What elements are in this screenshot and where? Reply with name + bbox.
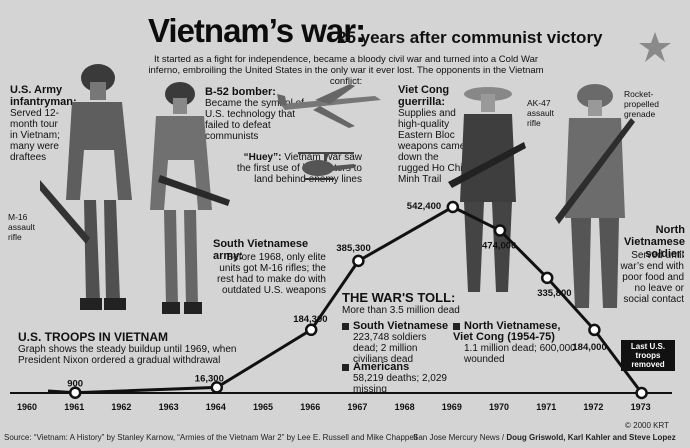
sva-body: Before 1968, only elite units got M-16 r… [217,252,326,296]
legend-square-icon [342,363,349,371]
data-point [540,271,554,285]
intro-text: It started as a fight for independence, … [148,54,544,87]
star-icon [639,32,671,62]
data-point [304,323,318,337]
sva-title: South Vietnamese army: [213,238,309,262]
x-tick-label: 1967 [347,402,367,412]
legend-square-icon [342,322,349,330]
b52-body: Became the symbol of U.S. technology tha… [205,98,304,142]
credit-paper: San Jose Mercury News / [413,433,507,442]
data-point [352,254,365,268]
x-tick-label: 1961 [64,402,84,412]
x-tick-label: 1963 [159,402,179,412]
x-tick-label: 1971 [536,402,556,412]
wars-toll: THE WAR'S TOLL: More than 3.5 million de… [342,290,602,322]
us-army-body: Served 12-month tour in Vietnam; many we… [10,108,60,163]
south-vietnamese-soldier-figure [150,82,230,314]
x-tick-label: 1968 [395,402,415,412]
huey-helicopter-figure [298,152,354,180]
toll-title: THE WAR'S TOLL: [342,290,456,305]
legend-square-icon [453,322,460,330]
x-tick-label: 1960 [17,402,37,412]
toll-south: South Vietnamese 223,748 soldiers dead; … [342,321,452,365]
page-subtitle: 25 years after communist victory [337,28,603,47]
us-army-title: U.S. Army infantryman: [10,84,77,108]
nva-title: North Vietnamese soldier: [624,224,685,260]
ak47-label: AK-47 assault rifle [527,98,554,128]
toll-south-title: South Vietnamese [353,320,449,332]
toll-us-title: Americans [353,361,410,373]
data-label: 474,000 [482,240,516,251]
rpg-label: Rocket-propelled grenade [624,89,659,119]
m16-label: M-16 assault rifle [8,212,35,242]
toll-us: Americans 58,219 deaths; 2,029 missing [342,362,462,395]
x-tick-label: 1970 [489,402,509,412]
copyright: © 2000 KRT [625,421,669,430]
us-infantryman-figure [40,64,132,310]
series-line [47,205,643,395]
b52-title: B-52 bomber: [205,86,276,98]
data-point [588,323,601,337]
x-tick-label: 1962 [111,402,131,412]
toll-us-body: 58,219 deaths; 2,029 missing [353,373,447,395]
huey-title: “Huey”: [243,152,282,163]
data-label: 900 [67,379,83,390]
data-label: 335,800 [537,288,571,299]
b52-bomber-figure [277,84,381,128]
data-label: 385,300 [336,243,370,254]
toll-north-body: 1.1 million dead; 600,000 wounded [464,343,576,365]
page-title: Vietnam’s war: [148,12,366,49]
toll-north-title: North Vietnamese, Viet Cong (1954-75) [453,320,561,343]
data-label: 184,000 [572,342,606,353]
x-tick-label: 1966 [300,402,320,412]
data-point [493,224,507,237]
credit-names: Doug Griswold, Karl Kahler and Steve Lop… [506,433,676,442]
troops-box: U.S. TROOPS IN VIETNAM Graph shows the s… [18,330,258,366]
toll-total: More than 3.5 million dead [342,305,460,316]
x-tick-label: 1964 [206,402,226,412]
data-point [446,200,460,214]
x-tick-label: 1973 [631,402,651,412]
last-troops-callout: Last U.S. troops removed [621,340,675,371]
source-footer: Source: “Vietnam: A History” by Stanley … [4,433,418,442]
vc-body: Supplies and high-quality Eastern Bloc w… [398,108,466,185]
toll-north: North Vietnamese, Viet Cong (1954-75) 1.… [453,321,583,365]
data-point [68,386,82,399]
north-vietnamese-soldier-figure [555,84,635,308]
data-label: 542,400 [407,201,441,212]
x-tick-label: 1969 [442,402,462,412]
toll-south-body: 223,748 soldiers dead; 2 million civilia… [353,332,427,365]
data-label: 184,300 [293,314,327,325]
data-point [210,381,224,394]
troops-box-title: U.S. TROOPS IN VIETNAM [18,330,169,344]
data-label: 16,300 [195,373,224,384]
credit-footer: San Jose Mercury News / Doug Griswold, K… [413,433,676,442]
troops-box-body: Graph shows the steady buildup until 196… [18,344,237,366]
nva-body: Served until war’s end with poor food an… [620,250,684,305]
viet-cong-figure [448,87,526,292]
x-tick-label: 1972 [583,402,603,412]
x-tick-label: 1965 [253,402,273,412]
vc-title: Viet Cong guerrilla: [398,84,450,108]
data-point [635,386,648,400]
